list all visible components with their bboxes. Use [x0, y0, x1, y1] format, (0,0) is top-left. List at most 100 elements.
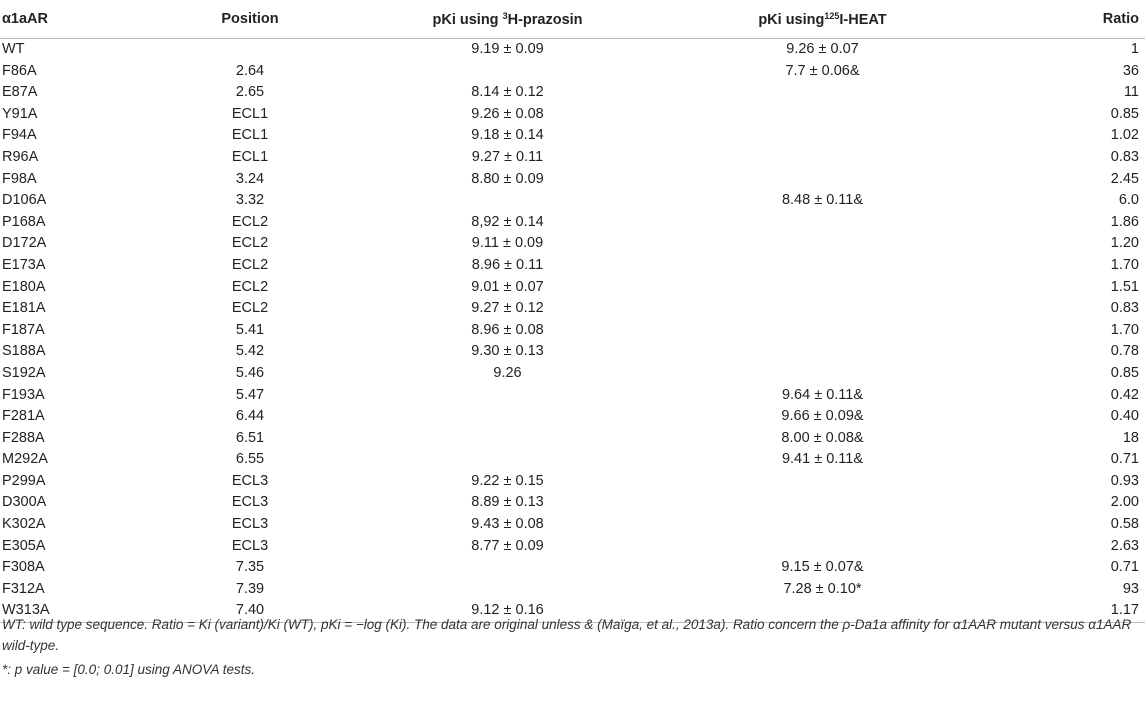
cell-mutant: W313A [0, 600, 150, 624]
cell-ratio: 0.83 [1110, 148, 1139, 165]
cell-position: 3.32 [235, 192, 265, 209]
cell-pki-prazosin: 8.89 ± 0.13 [471, 494, 544, 511]
cell-ratio: 0.83 [1110, 300, 1139, 317]
cell-pki-heat: 7.7 ± 0.06& [785, 62, 860, 79]
table-row: Y91A ECL1 9.26 ± 0.08 0.85 [0, 104, 1145, 126]
cell-pki-prazosin: 8.14 ± 0.12 [471, 84, 544, 101]
cell-pki-prazosin: 9.27 ± 0.12 [471, 300, 544, 317]
cell-position: 5.47 [235, 386, 265, 403]
table-row: WT 9.19 ± 0.09 9.26 ± 0.07 1 [0, 39, 1145, 61]
table-row: F86A 2.64 7.7 ± 0.06& 36 [0, 61, 1145, 83]
cell-mutant: D106A [2, 192, 47, 209]
cell-pki-prazosin: 9.18 ± 0.14 [471, 127, 544, 144]
cell-mutant: F98A [2, 170, 37, 187]
table-row: E181A ECL2 9.27 ± 0.12 0.83 [0, 298, 1145, 320]
cell-mutant: E305A [2, 537, 46, 554]
cell-ratio: 1.70 [1110, 321, 1139, 338]
cell-pki-prazosin: 9.26 ± 0.08 [471, 105, 544, 122]
cell-pki-heat: 9.64 ± 0.11& [781, 386, 864, 403]
cell-pki-heat [665, 471, 980, 493]
cell-position: ECL2 [231, 256, 269, 273]
table-row: R96A ECL1 9.27 ± 0.11 0.83 [0, 147, 1145, 169]
table-row: S192A 5.46 9.26 0.85 [0, 363, 1145, 385]
cell-ratio: 0.42 [1110, 386, 1139, 403]
cell-ratio: 2.45 [1110, 170, 1139, 187]
binding-affinity-table: α1aAR Position pKi using 3H-prazosin pKi… [0, 4, 1145, 624]
cell-mutant: E173A [2, 256, 46, 273]
table-row: S188A 5.42 9.30 ± 0.13 0.78 [0, 341, 1145, 363]
cell-ratio: 1.02 [1110, 127, 1139, 144]
cell-mutant: P168A [2, 213, 46, 230]
table-row: M292A 6.55 9.41 ± 0.11& 0.71 [0, 449, 1145, 471]
table-row: F288A 6.51 8.00 ± 0.08& 18 [0, 428, 1145, 450]
header-receptor: α1aAR [0, 4, 150, 39]
table-row: F193A 5.47 9.64 ± 0.11& 0.42 [0, 385, 1145, 407]
cell-position: ECL2 [231, 300, 269, 317]
cell-position: 6.51 [235, 429, 265, 446]
footnote-significance: *: p value = [0.0; 0.01] using ANOVA tes… [2, 662, 256, 677]
cell-pki-heat [665, 514, 980, 536]
cell-mutant: F187A [2, 321, 45, 338]
cell-mutant: E181A [2, 300, 46, 317]
cell-mutant: R96A [2, 148, 39, 165]
cell-pki-heat [665, 492, 980, 514]
cell-position: ECL1 [231, 148, 269, 165]
cell-ratio: 1.20 [1110, 235, 1139, 252]
cell-mutant: WT [2, 41, 25, 57]
cell-pki-prazosin [350, 61, 665, 83]
cell-position [150, 39, 350, 61]
table-row: F98A 3.24 8.80 ± 0.09 2.45 [0, 169, 1145, 191]
cell-mutant: F94A [2, 127, 37, 144]
cell-ratio: 1.86 [1110, 213, 1139, 230]
table-header-row: α1aAR Position pKi using 3H-prazosin pKi… [0, 4, 1145, 39]
cell-mutant: P299A [2, 472, 46, 489]
cell-pki-heat [665, 320, 980, 342]
table-row: P299A ECL3 9.22 ± 0.15 0.93 [0, 471, 1145, 493]
table-row: D106A 3.32 8.48 ± 0.11& 6.0 [0, 190, 1145, 212]
cell-ratio: 1 [1130, 41, 1139, 57]
cell-ratio: 1.17 [980, 600, 1145, 624]
cell-mutant: F193A [2, 386, 45, 403]
cell-pki-heat: 9.66 ± 0.09& [781, 408, 864, 425]
cell-pki-prazosin: 9.11 ± 0.09 [471, 235, 544, 252]
cell-pki-heat [665, 233, 980, 255]
cell-pki-prazosin: 9.27 ± 0.11 [471, 148, 544, 165]
cell-ratio: 36 [1122, 62, 1139, 79]
cell-position: 6.55 [235, 451, 265, 468]
cell-pki-prazosin [350, 428, 665, 450]
table-row: P168A ECL2 8,92 ± 0.14 1.86 [0, 212, 1145, 234]
cell-position: 7.40 [150, 600, 350, 624]
cell-pki-prazosin: 9.19 ± 0.09 [471, 41, 544, 57]
table-row: W313A 7.40 9.12 ± 0.16 1.17 [0, 600, 1145, 624]
cell-pki-prazosin: 9.43 ± 0.08 [471, 516, 544, 533]
cell-pki-heat [665, 82, 980, 104]
cell-pki-heat [665, 255, 980, 277]
cell-pki-heat [665, 536, 980, 558]
cell-ratio: 0.93 [1110, 472, 1139, 489]
cell-pki-prazosin: 8.96 ± 0.08 [471, 321, 544, 338]
cell-ratio: 0.78 [1110, 343, 1139, 360]
cell-pki-heat [665, 298, 980, 320]
cell-ratio: 18 [1122, 429, 1139, 446]
cell-ratio: 1.70 [1110, 256, 1139, 273]
cell-position: 7.35 [235, 559, 265, 576]
cell-position: 5.42 [235, 343, 265, 360]
cell-pki-prazosin [350, 449, 665, 471]
cell-pki-prazosin: 9.12 ± 0.16 [350, 600, 665, 624]
cell-pki-heat [665, 104, 980, 126]
cell-mutant: K302A [2, 516, 46, 533]
cell-ratio: 2.63 [1110, 537, 1139, 554]
cell-mutant: E87A [2, 84, 38, 101]
cell-position: ECL3 [231, 472, 269, 489]
cell-pki-prazosin [350, 406, 665, 428]
cell-pki-prazosin: 9.22 ± 0.15 [471, 472, 544, 489]
cell-ratio: 6.0 [1118, 192, 1139, 209]
footnote-definitions: WT: wild type sequence. Ratio = Ki (vari… [2, 617, 1132, 653]
cell-position: 6.44 [235, 408, 265, 425]
table-row: F94A ECL1 9.18 ± 0.14 1.02 [0, 125, 1145, 147]
cell-position: 2.65 [235, 84, 265, 101]
cell-pki-heat [665, 363, 980, 385]
table-row: F281A 6.44 9.66 ± 0.09& 0.40 [0, 406, 1145, 428]
cell-pki-heat [665, 169, 980, 191]
